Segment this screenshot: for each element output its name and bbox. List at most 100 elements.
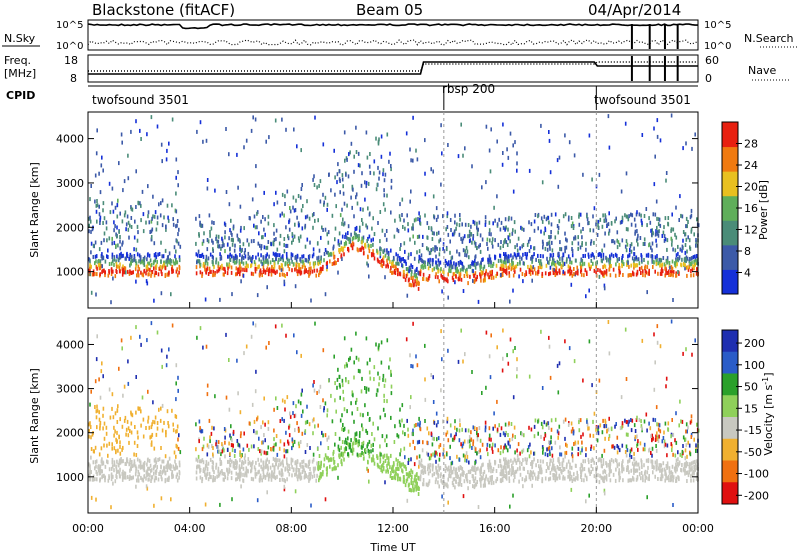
power-range-gate [260,253,262,257]
velocity-range-gate [319,476,321,480]
power-range-gate [180,245,182,249]
power-range-gate [232,243,234,247]
power-range-gate [402,225,404,229]
power-range-gate [405,278,407,282]
beam-title: Beam 05 [356,1,423,19]
power-range-gate [150,258,152,262]
velocity-range-gate [474,464,476,468]
power-range-gate [302,265,304,269]
velocity-range-gate [298,429,300,433]
power-range-gate [462,154,464,158]
velocity-range-gate [470,430,472,434]
velocity-range-gate [175,455,177,459]
power-range-gate [148,262,150,266]
velocity-range-gate [469,445,471,449]
velocity-range-gate [489,480,491,484]
power-range-gate [676,253,678,257]
velocity-range-gate [459,429,461,433]
power-range-gate [127,215,129,219]
velocity-range-gate [379,444,381,448]
velocity-range-gate [686,443,688,447]
velocity-range-gate [439,458,441,462]
power-range-gate [571,216,573,220]
velocity-range-gate [122,478,124,482]
velocity-range-gate [653,332,655,336]
power-range-gate [586,214,588,218]
power-range-gate [422,235,424,239]
power-range-gate [606,259,608,263]
power-range-gate [516,243,518,247]
power-range-gate [392,261,394,265]
velocity-range-gate [419,462,421,466]
velocity-range-gate [658,435,660,439]
y-tick-label: 2000 [56,221,84,234]
velocity-range-gate [364,386,366,390]
power-range-gate [509,233,511,237]
power-range-gate [410,190,412,194]
power-range-gate [339,248,341,252]
velocity-range-gate [155,416,157,420]
velocity-range-gate [691,353,693,357]
power-range-gate [110,210,112,214]
velocity-range-gate [362,413,364,417]
power-range-gate [464,146,466,150]
velocity-range-gate [518,480,520,484]
velocity-range-gate [359,431,361,435]
power-range-gate [508,216,510,220]
velocity-range-gate [568,470,570,474]
power-range-gate [399,247,401,251]
velocity-range-gate [229,458,231,462]
power-range-gate [359,248,361,252]
power-range-gate [274,265,276,269]
power-range-gate [548,130,550,134]
power-range-gate [106,238,108,242]
velocity-range-gate [658,439,660,443]
power-range-gate [134,220,136,224]
power-range-gate [159,252,161,256]
power-range-gate [252,197,254,201]
power-range-gate [98,172,100,176]
velocity-range-gate [600,460,602,464]
power-range-gate [569,140,571,144]
velocity-range-gate [564,339,566,343]
power-range-gate [263,228,265,232]
velocity-range-gate [480,484,482,488]
velocity-range-gate [679,400,681,404]
velocity-range-gate [339,385,341,389]
power-range-gate [617,245,619,249]
velocity-range-gate [402,403,404,407]
power-range-gate [671,243,673,247]
power-range-gate [575,235,577,239]
power-range-gate [396,262,398,266]
velocity-range-gate [374,365,376,369]
velocity-range-gate [671,442,673,446]
power-range-gate [371,238,373,242]
power-range-gate [351,142,353,146]
power-range-gate [427,221,429,225]
power-range-gate [140,257,142,261]
velocity-range-gate [687,441,689,445]
velocity-range-gate [603,458,605,462]
power-range-gate [218,240,220,244]
power-range-gate [143,212,145,216]
power-range-gate [218,235,220,239]
velocity-range-gate [523,467,525,471]
power-range-gate [373,171,375,175]
velocity-range-gate [385,378,387,382]
power-range-gate [284,237,286,241]
velocity-range-gate [384,413,386,417]
power-range-gate [117,243,119,247]
velocity-range-gate [157,427,159,431]
power-range-gate [628,265,630,269]
power-range-gate [458,277,460,281]
power-range-gate [137,239,139,243]
power-range-gate [122,219,124,223]
power-range-gate [247,264,249,268]
power-range-gate [206,255,208,259]
cpid-segment-3: twofsound 3501 [594,93,691,107]
velocity-range-gate [533,457,535,461]
power-range-gate [135,119,137,123]
power-range-gate [361,171,363,175]
velocity-range-gate [628,479,630,483]
power-range-gate [447,279,449,283]
